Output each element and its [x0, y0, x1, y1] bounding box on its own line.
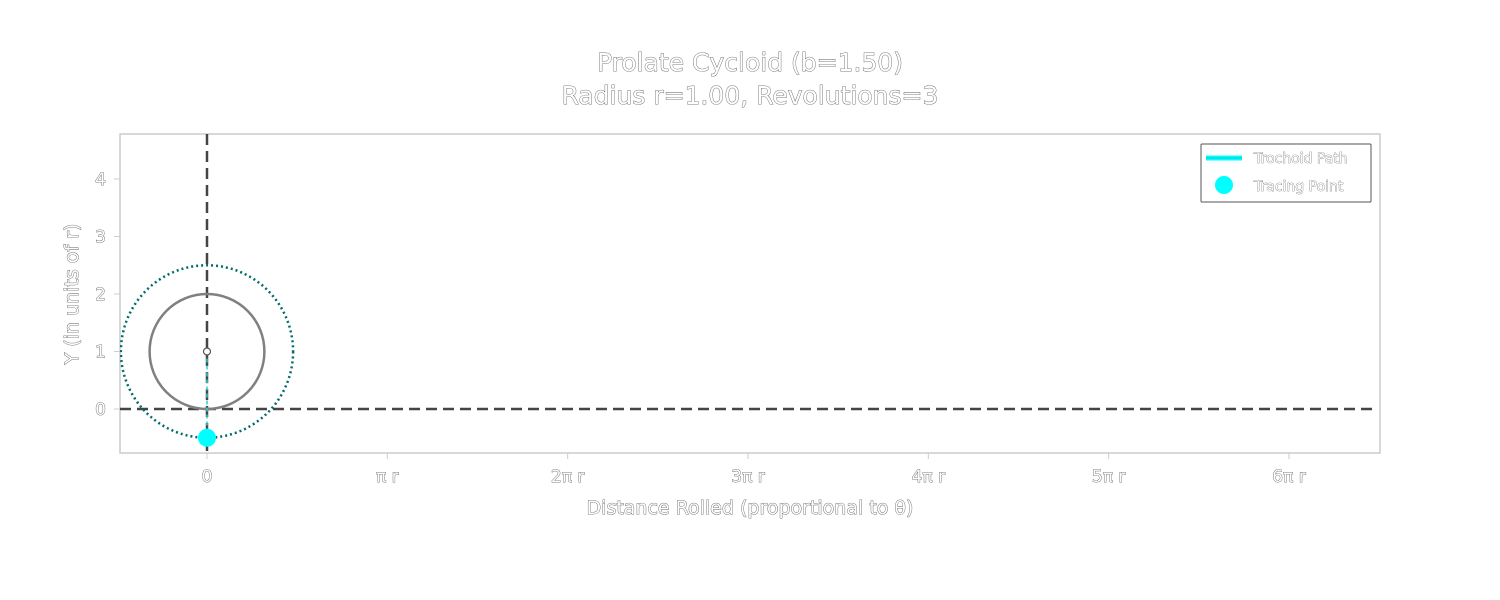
y-tick-label: 1: [95, 343, 106, 363]
legend-label-path: Trochoid Path: [1253, 151, 1348, 167]
y-axis-label: Y (in units of r): [61, 224, 83, 366]
legend-box: [1200, 143, 1372, 203]
x-tick-label: 6π r: [1272, 467, 1305, 487]
chart-subtitle: Radius r=1.00, Revolutions=3: [562, 81, 939, 110]
plot-inner: [120, 134, 1376, 453]
y-tick-label: 2: [95, 285, 106, 305]
x-tick-label: 4π r: [912, 467, 945, 487]
x-tick-label: π r: [376, 467, 399, 487]
plot-frame: [119, 133, 1381, 454]
y-tick-label: 4: [95, 170, 106, 190]
x-tick-label: 5π r: [1092, 467, 1125, 487]
rolling-circle-center: [202, 347, 212, 356]
tracing-point: [198, 428, 216, 447]
legend-swatch-point: [1215, 176, 1233, 194]
x-axis-label: Distance Rolled (proportional to θ): [587, 497, 914, 519]
legend: Trochoid Path Tracing Point: [1200, 143, 1372, 203]
x-tick-label: 3π r: [731, 467, 764, 487]
x-tick-label: 0: [202, 467, 213, 487]
y-tick-label: 3: [95, 228, 106, 248]
x-tick-label: 2π r: [551, 467, 584, 487]
y-tick-label: 0: [95, 400, 106, 420]
plot-area: 0 π r 2π r 3π r 4π r 5π r 6π r 0 1 2 3 4: [95, 133, 1381, 487]
legend-label-point: Tracing Point: [1253, 179, 1344, 195]
chart-title: Prolate Cycloid (b=1.50): [597, 48, 903, 77]
